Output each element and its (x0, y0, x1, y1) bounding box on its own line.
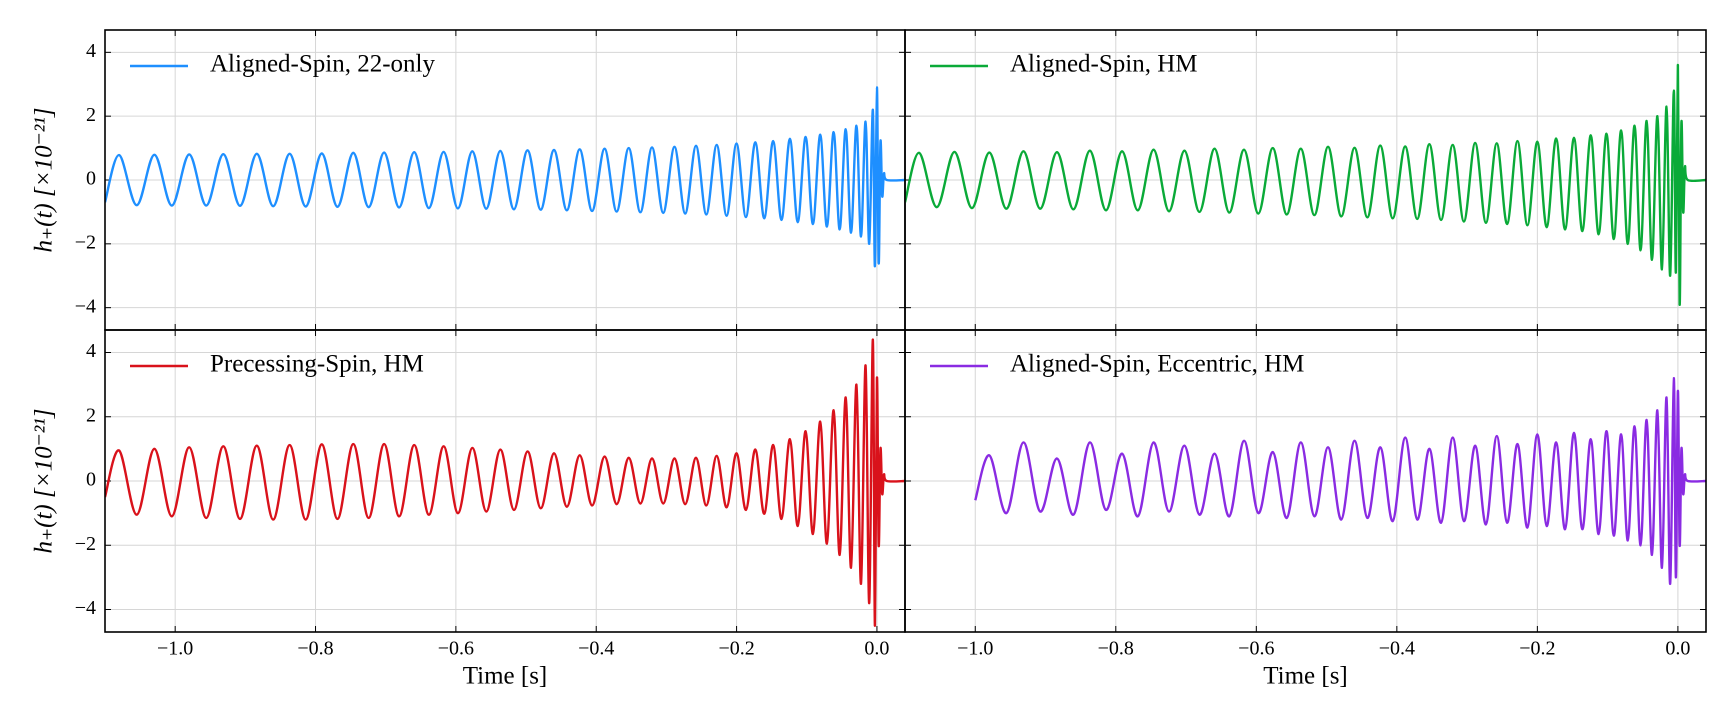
x-axis-label: Time [s] (463, 663, 548, 690)
legend-label: Precessing-Spin, HM (210, 351, 424, 378)
y-tick-label: 2 (86, 104, 96, 126)
x-tick-label: −0.2 (1519, 638, 1555, 660)
waveform-line (105, 338, 905, 627)
x-tick-label: −0.2 (718, 638, 754, 660)
y-tick-label: −4 (75, 295, 96, 317)
x-tick-label: 0.0 (864, 638, 889, 660)
waveform-line (905, 63, 1706, 306)
x-tick-label: −1.0 (157, 638, 193, 660)
y-tick-label: 4 (86, 340, 96, 362)
x-axis-label: Time [s] (1263, 663, 1348, 690)
y-tick-label: 4 (86, 40, 96, 62)
y-tick-label: 2 (86, 404, 96, 426)
axes-frame (904, 329, 1707, 633)
y-tick-label: −4 (75, 597, 96, 619)
x-tick-label: −1.0 (957, 638, 993, 660)
waveform-line (974, 376, 1706, 586)
y-tick-label: 0 (86, 469, 96, 491)
y-tick-label: −2 (75, 533, 96, 555)
x-tick-label: 0.0 (1665, 638, 1690, 660)
waveform-line (105, 86, 905, 268)
y-tick-label: 0 (86, 168, 96, 190)
y-tick-label: −2 (75, 231, 96, 253)
legend-label: Aligned-Spin, 22-only (210, 51, 435, 78)
x-tick-label: −0.8 (297, 638, 333, 660)
legend-label: Aligned-Spin, HM (1010, 51, 1198, 78)
x-tick-label: −0.6 (1238, 638, 1274, 660)
y-axis-label: h₊(t) [×10⁻²¹] (31, 408, 58, 553)
legend-label: Aligned-Spin, Eccentric, HM (1010, 351, 1304, 378)
x-tick-label: −0.8 (1098, 638, 1134, 660)
x-tick-label: −0.4 (1379, 638, 1415, 660)
y-axis-label: h₊(t) [×10⁻²¹] (31, 107, 58, 252)
x-tick-label: −0.4 (578, 638, 614, 660)
x-tick-label: −0.6 (438, 638, 474, 660)
